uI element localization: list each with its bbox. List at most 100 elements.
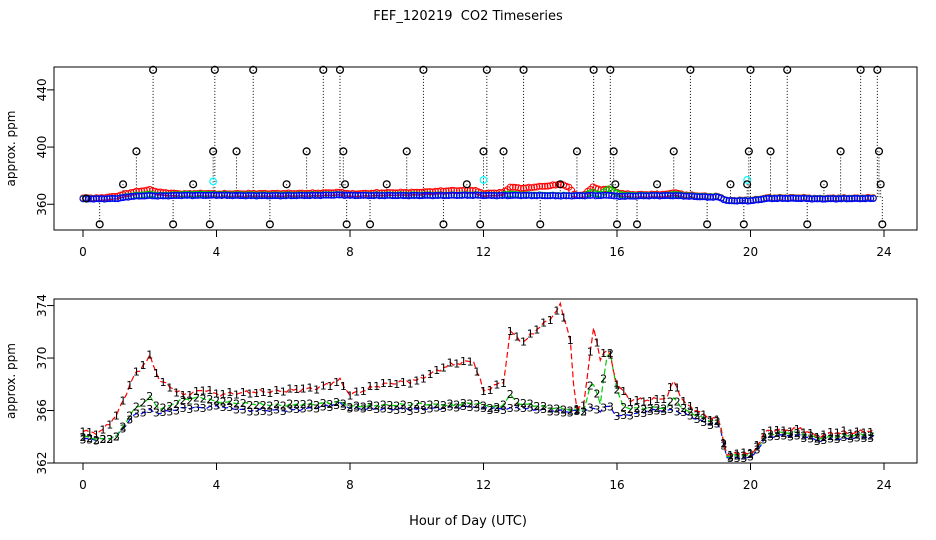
blue-point (156, 192, 164, 200)
series-3-marker: 3 (847, 433, 854, 446)
black-point (536, 220, 545, 229)
series-2-marker: 2 (180, 394, 187, 407)
black-point (726, 180, 735, 189)
series-3-marker: 3 (620, 409, 627, 422)
blue-point (469, 192, 477, 200)
blue-point (471, 191, 479, 199)
series-2-marker: 2 (200, 392, 207, 405)
series-1-marker: 1 (747, 447, 754, 460)
series-1-marker: 1 (740, 447, 747, 460)
series-2-marker: 2 (587, 379, 594, 392)
black-point (302, 147, 311, 156)
series-2-marker: 2 (80, 431, 87, 444)
series-2-marker: 2 (580, 405, 587, 418)
black-point (744, 147, 753, 156)
blue-point (851, 194, 859, 202)
series-1-marker: 1 (266, 387, 273, 400)
blue-point (271, 192, 279, 200)
series-3-marker: 3 (246, 406, 253, 419)
series-1-marker: 1 (614, 379, 621, 392)
blue-point (245, 191, 253, 199)
blue-point (180, 191, 188, 199)
blue-point (664, 192, 672, 200)
blue-point (148, 192, 156, 200)
blue-point (642, 192, 650, 200)
series-2-marker: 2 (126, 409, 133, 422)
black-point (482, 65, 491, 74)
blue-point (306, 192, 314, 200)
series-1-marker: 1 (734, 448, 741, 461)
series-3-marker: 3 (814, 435, 821, 448)
series-2-marker: 2 (780, 427, 787, 440)
series-2-marker: 2 (367, 398, 374, 411)
series-3-marker: 3 (193, 401, 200, 414)
black-point (282, 180, 291, 189)
blue-point (805, 195, 813, 203)
series-2-marker: 2 (353, 399, 360, 412)
series-1-marker: 1 (780, 424, 787, 437)
black-point (606, 65, 615, 74)
series-1-marker: 1 (807, 427, 814, 440)
series-3-marker: 3 (740, 452, 747, 465)
blue-point (250, 192, 258, 200)
series-1-marker: 1 (694, 405, 701, 418)
series-1-marker: 1 (360, 385, 367, 398)
blue-point (512, 191, 520, 199)
series-3-marker: 3 (313, 403, 320, 416)
series-2-marker: 2 (493, 401, 500, 414)
series-2-marker: 2 (373, 399, 380, 412)
blue-point (744, 197, 752, 205)
blue-point (234, 191, 242, 199)
blue-point (584, 191, 592, 199)
blue-point (103, 195, 111, 203)
blue-point (277, 192, 285, 200)
blue-point (285, 191, 293, 199)
black-point (462, 180, 471, 189)
blue-point (701, 193, 709, 201)
series-3-marker: 3 (93, 435, 100, 448)
blue-point (682, 192, 690, 200)
series-2-marker: 2 (720, 438, 727, 451)
blue-point (92, 195, 100, 203)
series-1-marker: 1 (140, 359, 147, 372)
series-2-marker: 2 (727, 450, 734, 463)
blue-point (447, 191, 455, 199)
series-2-marker: 2 (387, 399, 394, 412)
series-2-marker: 2 (854, 429, 861, 442)
series-2-marker: 2 (113, 431, 120, 444)
x-tick-label: 0 (79, 245, 87, 259)
series-3-marker: 3 (787, 431, 794, 444)
series-2-marker: 2 (714, 415, 721, 428)
blue-point (725, 197, 733, 205)
series-3-marker: 3 (226, 401, 233, 414)
series-1-marker: 1 (306, 382, 313, 395)
blue-point (541, 192, 549, 200)
series-2-marker: 2 (86, 432, 93, 445)
series-2-marker: 2 (220, 396, 227, 409)
series-1-marker: 1 (560, 312, 567, 325)
series-3-marker: 3 (573, 405, 580, 418)
series-1-marker: 1 (173, 386, 180, 399)
blue-point (162, 192, 170, 200)
blue-point (803, 195, 811, 203)
blue-point (485, 191, 493, 199)
blue-point (528, 192, 536, 200)
series-2-marker: 2 (313, 399, 320, 412)
blue-point (581, 192, 589, 200)
blue-point (423, 191, 431, 199)
blue-point (279, 192, 287, 200)
series-3-marker: 3 (760, 434, 767, 447)
blue-point (266, 192, 274, 200)
series-2-marker: 2 (240, 397, 247, 410)
series-1-marker: 1 (427, 368, 434, 381)
blue-point (122, 193, 130, 201)
blue-point (589, 191, 597, 199)
series-1-marker: 1 (226, 386, 233, 399)
blue-point (533, 192, 541, 200)
x-tick-label: 4 (213, 478, 221, 492)
series-1-marker: 1 (206, 384, 213, 397)
series-2-marker: 2 (520, 397, 527, 410)
blue-point (269, 192, 277, 200)
series-2-marker: 2 (166, 400, 173, 413)
black-point (766, 147, 775, 156)
